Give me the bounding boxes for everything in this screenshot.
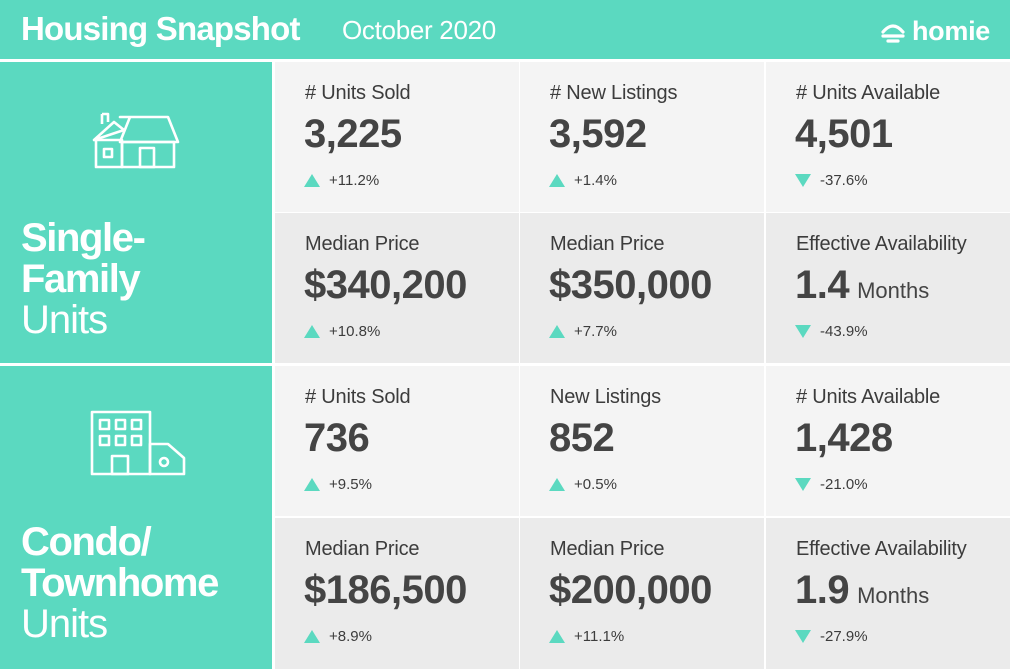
page-title: Housing Snapshot <box>21 10 301 47</box>
building-icon <box>90 410 186 476</box>
stat-value: 3,592 <box>549 112 647 156</box>
stat-value: $186,500 <box>304 568 467 612</box>
stat-label: New Listings <box>550 386 661 408</box>
stat-card-median-price: Median Price $200,000 +11.1% <box>520 518 764 669</box>
stat-card-median-price: Median Price $350,000 +7.7% <box>520 213 764 363</box>
stat-label: Effective Availability <box>796 233 967 255</box>
stat-card-effective-availability: Effective Availability 1.4 Months -43.9% <box>766 213 1010 363</box>
stat-label: Median Price <box>305 538 420 560</box>
stat-card-new-listings: New Listings 852 +0.5% <box>520 366 764 516</box>
stat-label: # Units Available <box>796 386 941 408</box>
stat-value: 1.9 Months <box>795 568 930 612</box>
stat-change: +0.5% <box>549 476 617 493</box>
up-arrow-icon <box>549 630 565 643</box>
category-label: Single- <box>21 216 146 260</box>
up-arrow-icon <box>304 478 320 491</box>
stat-card-units-sold: # Units Sold 736 +9.5% <box>275 366 519 516</box>
up-arrow-icon <box>549 325 565 338</box>
stat-card-effective-availability: Effective Availability 1.9 Months -27.9% <box>766 518 1010 669</box>
stat-value: $340,200 <box>304 263 467 307</box>
up-arrow-icon <box>304 630 320 643</box>
stat-change: +8.9% <box>304 628 372 645</box>
stat-value: 3,225 <box>304 112 402 156</box>
stat-change: -37.6% <box>795 172 868 189</box>
down-arrow-icon <box>795 478 811 491</box>
stat-card-new-listings: # New Listings 3,592 +1.4% <box>520 62 764 212</box>
stat-label: Median Price <box>305 233 420 255</box>
stat-value: 852 <box>549 416 615 460</box>
stat-change: +11.1% <box>549 628 624 645</box>
stat-label: Median Price <box>550 538 665 560</box>
stat-value: $350,000 <box>549 263 712 307</box>
brand-name: homie <box>911 15 990 46</box>
up-arrow-icon <box>549 478 565 491</box>
up-arrow-icon <box>304 174 320 187</box>
stat-change: -43.9% <box>795 323 868 340</box>
stat-card-median-price: Median Price $186,500 +8.9% <box>275 518 519 669</box>
category-label: Condo/ <box>21 520 152 564</box>
stat-value: 1,428 <box>795 416 893 460</box>
report-date: October 2020 <box>342 15 496 45</box>
stat-label: # New Listings <box>550 82 678 104</box>
category-label: Units <box>21 298 108 342</box>
stat-card-units-sold: # Units Sold 3,225 +11.2% <box>275 62 519 212</box>
stat-label: Effective Availability <box>796 538 967 560</box>
stat-card-units-available: # Units Available 1,428 -21.0% <box>766 366 1010 516</box>
stat-change: +7.7% <box>549 323 617 340</box>
brand-logo: homie <box>880 16 990 46</box>
stat-card-units-available: # Units Available 4,501 -37.6% <box>766 62 1010 212</box>
condo-townhome-panel: Condo/ Townhome Units <box>0 366 272 669</box>
stat-change: +1.4% <box>549 172 617 189</box>
stat-value: 4,501 <box>795 112 893 156</box>
stat-value: 736 <box>304 416 370 460</box>
homie-logo-icon <box>881 24 905 43</box>
stat-label: # Units Available <box>796 82 941 104</box>
stat-value: 1.4 Months <box>795 263 930 307</box>
stat-change: +10.8% <box>304 323 380 340</box>
stat-change: +9.5% <box>304 476 372 493</box>
up-arrow-icon <box>304 325 320 338</box>
category-label: Family <box>21 257 141 301</box>
header-bar: Housing Snapshot October 2020 homie <box>0 0 1010 59</box>
stat-label: Median Price <box>550 233 665 255</box>
stat-label: # Units Sold <box>305 82 411 104</box>
down-arrow-icon <box>795 325 811 338</box>
category-label: Townhome <box>21 561 219 605</box>
stat-card-median-price: Median Price $340,200 +10.8% <box>275 213 519 363</box>
stat-value: $200,000 <box>549 568 712 612</box>
stat-change: -21.0% <box>795 476 868 493</box>
stat-change: +11.2% <box>304 172 379 189</box>
down-arrow-icon <box>795 630 811 643</box>
single-family-panel: Single- Family Units <box>0 62 272 363</box>
up-arrow-icon <box>549 174 565 187</box>
down-arrow-icon <box>795 174 811 187</box>
stat-change: -27.9% <box>795 628 868 645</box>
stat-label: # Units Sold <box>305 386 411 408</box>
house-icon <box>92 112 180 169</box>
category-label: Units <box>21 602 108 646</box>
